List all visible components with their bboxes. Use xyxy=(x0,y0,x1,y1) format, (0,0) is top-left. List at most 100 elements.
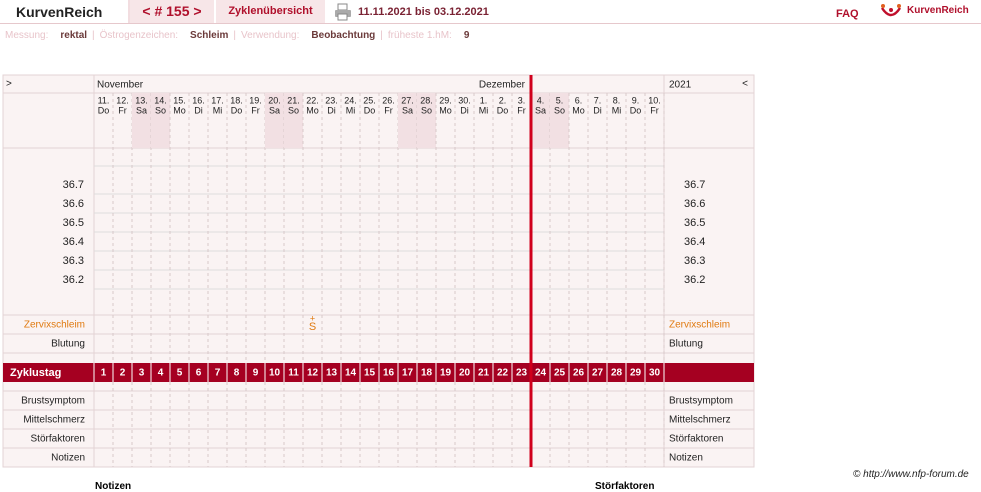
cycle-day: 4 xyxy=(158,368,164,379)
day-date: 5. xyxy=(556,95,564,105)
day-date: 24. xyxy=(344,95,357,105)
temp-label: 36.3 xyxy=(63,255,84,267)
setting-value: rektal xyxy=(60,30,88,41)
logo-text: KurvenReich xyxy=(907,5,969,16)
day-weekday: Mo xyxy=(306,105,319,115)
cycle-day: 29 xyxy=(630,368,642,379)
copyright: © http://www.nfp-forum.de xyxy=(853,469,969,480)
temp-label: 36.3 xyxy=(684,255,705,267)
day-date: 7. xyxy=(594,95,602,105)
day-weekday: Do xyxy=(630,105,642,115)
cycle-day: 5 xyxy=(177,368,183,379)
day-weekday: Sa xyxy=(136,105,147,115)
faq-link[interactable]: FAQ xyxy=(836,8,859,20)
cycle-day: 19 xyxy=(440,368,452,379)
cycle-day: 16 xyxy=(383,368,395,379)
mucus-mark: S xyxy=(309,321,316,333)
weekend-shade xyxy=(398,93,417,148)
cycle-day: 13 xyxy=(326,368,338,379)
separator: | xyxy=(233,30,237,41)
weekend-shade xyxy=(132,93,151,148)
cycle-nav[interactable]: < # 155 > xyxy=(130,0,214,23)
day-date: 26. xyxy=(382,95,395,105)
weekend-shade xyxy=(531,93,550,148)
day-weekday: So xyxy=(288,105,299,115)
setting-value: Schleim xyxy=(190,30,229,41)
temp-label: 36.7 xyxy=(63,179,84,191)
day-weekday: Fr xyxy=(384,105,393,115)
day-date: 28. xyxy=(420,95,433,105)
day-weekday: Mo xyxy=(572,105,585,115)
temp-label: 36.2 xyxy=(63,274,84,286)
day-date: 19. xyxy=(249,95,262,105)
temp-label: 36.2 xyxy=(684,274,705,286)
month: November xyxy=(97,80,144,91)
weekend-shade xyxy=(550,93,569,148)
cycle-day: 9 xyxy=(253,368,259,379)
day-weekday: So xyxy=(421,105,432,115)
cycle-day: 23 xyxy=(516,368,528,379)
cycle-day: 1 xyxy=(101,368,107,379)
day-date: 22. xyxy=(306,95,319,105)
cycle-day: 2 xyxy=(120,368,126,379)
row-label: Brustsymptom xyxy=(669,396,733,407)
cycle-day: 24 xyxy=(535,368,547,379)
day-weekday: Mo xyxy=(173,105,186,115)
cycle-day: 20 xyxy=(459,368,471,379)
cycle-day: 3 xyxy=(139,368,145,379)
day-date: 11. xyxy=(98,95,110,105)
day-weekday: So xyxy=(155,105,166,115)
day-weekday: Sa xyxy=(269,105,280,115)
day-date: 23. xyxy=(325,95,338,105)
weekend-shade xyxy=(265,93,284,148)
temp-label: 36.6 xyxy=(684,198,705,210)
weekend-shade xyxy=(417,93,436,148)
day-weekday: Sa xyxy=(402,105,413,115)
day-date: 25. xyxy=(363,95,376,105)
separator: | xyxy=(380,30,383,41)
cycle-day: 10 xyxy=(269,368,281,379)
day-weekday: Do xyxy=(231,105,243,115)
row-label: Zervixschleim xyxy=(24,320,85,331)
settings-row: Messung: rektal | Östrogenzeichen: Schleim | V… xyxy=(5,30,469,41)
day-weekday: Mi xyxy=(213,105,223,115)
row-label: Zervixschleim xyxy=(669,320,730,331)
cycle-day: 15 xyxy=(364,368,376,379)
cycle-day: 7 xyxy=(215,368,221,379)
day-date: 1. xyxy=(480,95,488,105)
cycle-day: 22 xyxy=(497,368,509,379)
setting-label: Östrogenzeichen: xyxy=(99,30,179,41)
day-date: 2. xyxy=(499,95,507,105)
row-label: Notizen xyxy=(51,453,85,464)
setting-label: Verwendung: xyxy=(241,30,300,41)
row-label: Mittelschmerz xyxy=(669,415,731,426)
temp-label: 36.5 xyxy=(684,217,705,229)
day-weekday: Do xyxy=(497,105,509,115)
day-date: 8. xyxy=(613,95,621,105)
day-date: 18. xyxy=(230,95,243,105)
overview-tab[interactable]: Zyklenübersicht xyxy=(216,0,325,23)
row-label: Blutung xyxy=(669,339,703,350)
cycle-day: 28 xyxy=(611,368,623,379)
cycle-day: 6 xyxy=(196,368,202,379)
separator: | xyxy=(92,30,95,41)
cycle-day: 27 xyxy=(592,368,604,379)
brand: KurvenReich xyxy=(16,4,103,20)
setting-value: Beobachtung xyxy=(311,30,376,41)
nav-next: < xyxy=(742,79,748,90)
row-label: Notizen xyxy=(669,453,703,464)
cycle-day: 17 xyxy=(402,368,414,379)
day-weekday: Fr xyxy=(650,105,659,115)
day-date: 4. xyxy=(537,95,545,105)
print-icon[interactable] xyxy=(334,3,352,21)
day-date: 10. xyxy=(648,95,661,105)
row-label: Mittelschmerz xyxy=(23,415,85,426)
mucus-sign: + xyxy=(310,313,315,323)
day-weekday: Do xyxy=(364,105,376,115)
setting-label: früheste 1.hM: xyxy=(387,30,452,41)
logo-icon xyxy=(880,4,902,17)
day-weekday: Mi xyxy=(479,105,489,115)
temp-label: 36.4 xyxy=(63,236,84,248)
day-date: 16. xyxy=(192,95,205,105)
